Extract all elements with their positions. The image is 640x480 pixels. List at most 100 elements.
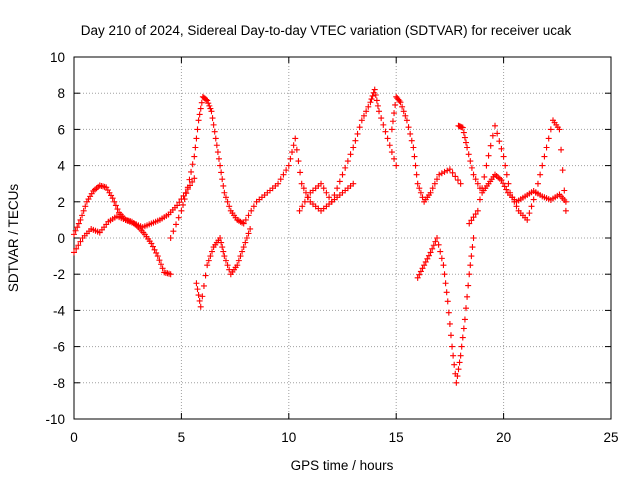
data-point xyxy=(509,194,516,201)
y-tick-label: 0 xyxy=(57,231,65,246)
data-point xyxy=(77,238,84,245)
data-point xyxy=(547,126,554,133)
data-point xyxy=(112,202,119,209)
data-point xyxy=(186,176,193,183)
data-point xyxy=(451,361,458,368)
data-point xyxy=(242,239,249,246)
data-point xyxy=(391,155,398,162)
data-point xyxy=(503,186,510,193)
data-point xyxy=(328,198,335,205)
data-point xyxy=(416,271,423,278)
y-tick-label: -8 xyxy=(53,376,65,391)
data-point xyxy=(463,305,470,312)
x-tick-label: 20 xyxy=(496,430,511,445)
data-point xyxy=(429,185,436,192)
data-point xyxy=(419,265,426,272)
data-point xyxy=(183,190,190,197)
data-point xyxy=(453,379,460,386)
data-point xyxy=(461,316,468,323)
data-point xyxy=(530,196,537,203)
data-point xyxy=(154,253,161,260)
data-point xyxy=(289,149,296,156)
data-point xyxy=(422,258,429,265)
data-point xyxy=(207,105,214,112)
data-point xyxy=(222,194,229,201)
data-point xyxy=(467,262,474,269)
data-point xyxy=(170,228,177,235)
data-point xyxy=(468,164,475,171)
data-point xyxy=(184,184,191,191)
data-point xyxy=(298,180,305,187)
data-point xyxy=(198,99,205,106)
data-point xyxy=(498,177,505,184)
data-point xyxy=(388,149,395,156)
data-point xyxy=(220,182,227,189)
data-point xyxy=(455,366,462,373)
data-point xyxy=(466,220,473,227)
data-point xyxy=(194,126,201,133)
data-point xyxy=(481,173,488,180)
data-point xyxy=(234,262,241,269)
data-point xyxy=(407,130,414,137)
data-point xyxy=(167,235,174,241)
data-point xyxy=(173,221,180,228)
data-point xyxy=(191,153,198,160)
data-point xyxy=(537,171,544,178)
data-point xyxy=(220,248,227,255)
data-point xyxy=(301,198,308,205)
data-point xyxy=(524,216,531,223)
data-point xyxy=(148,240,155,247)
data-point xyxy=(447,332,454,339)
data-point xyxy=(211,128,218,135)
data-point xyxy=(175,214,182,221)
data-point xyxy=(207,253,214,260)
data-point xyxy=(203,96,210,103)
data-point xyxy=(507,189,514,196)
data-point xyxy=(217,162,224,169)
data-point xyxy=(214,149,221,156)
data-point xyxy=(354,130,361,137)
data-point xyxy=(543,144,550,151)
data-point xyxy=(456,359,463,366)
data-point xyxy=(427,189,434,196)
data-point xyxy=(215,155,222,162)
data-point xyxy=(469,244,476,251)
data-point xyxy=(452,173,459,180)
data-point xyxy=(283,167,290,174)
data-point xyxy=(188,168,195,175)
data-point xyxy=(432,238,439,245)
data-point xyxy=(331,192,338,199)
data-point xyxy=(339,171,346,178)
data-point xyxy=(75,220,82,227)
data-point xyxy=(285,162,292,169)
data-point xyxy=(378,115,385,122)
data-point xyxy=(299,203,306,210)
data-point xyxy=(80,207,87,214)
series-track-c xyxy=(167,93,247,241)
data-point xyxy=(74,224,81,231)
data-point xyxy=(445,309,452,316)
data-point xyxy=(434,176,441,183)
data-point xyxy=(209,248,216,255)
data-point xyxy=(392,101,399,108)
series-track-b xyxy=(71,175,198,256)
data-point xyxy=(413,171,420,178)
data-point xyxy=(461,134,468,141)
data-point xyxy=(235,257,242,264)
data-point xyxy=(342,164,349,171)
data-point xyxy=(239,248,246,255)
data-point xyxy=(511,198,518,205)
data-point xyxy=(240,220,247,227)
data-point xyxy=(208,108,215,115)
data-point xyxy=(454,177,461,184)
data-point xyxy=(151,246,158,253)
data-point xyxy=(503,171,510,178)
data-point xyxy=(513,203,520,210)
data-point xyxy=(410,144,417,151)
data-point xyxy=(534,180,541,187)
data-point xyxy=(205,100,212,107)
data-point xyxy=(457,352,464,359)
data-point xyxy=(397,99,404,106)
data-point xyxy=(111,198,118,205)
